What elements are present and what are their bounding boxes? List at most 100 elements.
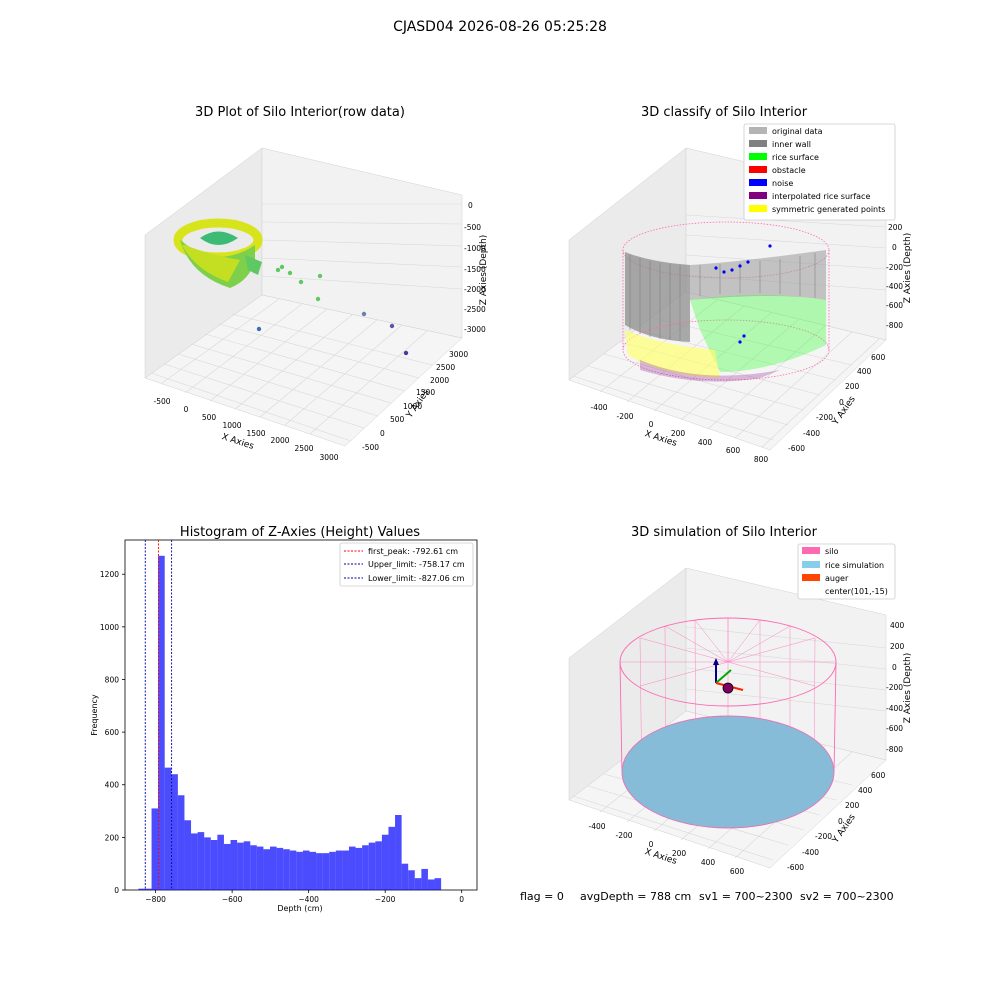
figure-suptitle: CJASD04 2026-08-26 05:25:28	[393, 19, 607, 35]
histogram-bar	[283, 849, 290, 890]
outlier-point	[287, 270, 293, 276]
histogram-bar	[250, 845, 257, 890]
x-tick-label: −600	[222, 895, 243, 904]
p1-ztick: -500	[464, 223, 481, 232]
outlier-point	[389, 323, 395, 329]
noise-point	[738, 264, 742, 268]
p1-xtick: 2000	[270, 436, 289, 445]
y-tick-label: 800	[105, 675, 120, 684]
outlier-point	[403, 350, 409, 356]
panel-histogram: Histogram of Z-Axies (Height) Values −80…	[90, 525, 478, 913]
p2-ytick: -600	[788, 444, 805, 453]
histogram-bar	[151, 808, 159, 890]
legend-swatch	[749, 153, 767, 160]
p4-xtick: 600	[730, 867, 745, 876]
status-sv2: sv2 = 700~2300	[800, 890, 894, 903]
p2-xtick: -400	[590, 403, 607, 412]
y-tick-label: 1000	[100, 623, 119, 632]
histogram-bar	[197, 832, 205, 890]
panel1-title: 3D Plot of Silo Interior(row data)	[195, 105, 405, 120]
p2-xtick: 800	[754, 455, 769, 464]
histogram-bar	[395, 815, 402, 890]
p2-ztick: 0	[892, 243, 897, 252]
outlier-point	[317, 273, 323, 279]
y-tick-label: 600	[105, 728, 120, 737]
p2-ytick: -400	[803, 429, 820, 438]
histogram-bar	[316, 853, 323, 890]
legend-label: silo	[825, 547, 839, 556]
legend-label: rice surface	[772, 153, 819, 162]
simulation-legend: silo rice simulation auger center(101,-1…	[797, 543, 896, 600]
histogram-bar	[237, 842, 244, 890]
histogram-bar	[217, 834, 224, 890]
p1-ztick: -2000	[464, 285, 486, 294]
noise-point	[738, 340, 742, 344]
legend-label: first_peak: -792.61 cm	[368, 547, 458, 556]
legend-label: auger	[825, 574, 849, 583]
histogram-bar	[177, 795, 185, 890]
histogram-bar	[158, 555, 165, 890]
p4-ytick: -400	[802, 848, 819, 857]
noise-point	[722, 270, 726, 274]
p1-xtick: 500	[202, 413, 217, 422]
histogram-bar	[289, 850, 297, 890]
x-tick-label: 0	[459, 895, 464, 904]
p1-ytick: 1500	[416, 388, 435, 397]
p4-ytick: 200	[845, 801, 860, 810]
histogram-bar	[171, 774, 178, 890]
p2-ytick: 600	[871, 353, 886, 362]
histogram-bar	[388, 826, 396, 890]
legend-swatch	[802, 561, 820, 568]
p1-ytick: 0	[380, 429, 385, 438]
noise-point	[746, 260, 750, 264]
hist-ylabel: Frequency	[90, 694, 99, 736]
noise-point	[768, 244, 772, 248]
p1-ytick: 3000	[449, 350, 468, 359]
legend-label: Upper_limit: -758.17 cm	[368, 560, 465, 569]
histogram-bar	[223, 843, 231, 890]
p2-ztick: -400	[886, 282, 903, 291]
noise-point	[742, 334, 746, 338]
status-line: flag = 0 avgDepth = 788 cm sv1 = 700~230…	[520, 890, 894, 903]
simulation-silo	[619, 617, 837, 829]
p1-ztick: -1000	[464, 244, 486, 253]
panel1-axes-box	[144, 147, 463, 447]
center-marker	[722, 682, 734, 694]
p1-ztick: -1500	[464, 265, 486, 274]
panel-simulation: 3D simulation of Silo Interior	[568, 525, 913, 876]
hist-xlabel: Depth (cm)	[277, 904, 322, 913]
p4-ytick: 0	[838, 817, 843, 826]
p4-ztick: -800	[886, 745, 903, 754]
histogram-bar	[191, 833, 198, 890]
outlier-point	[361, 311, 367, 317]
histogram-x-ticks: −800 −600 −400 −200 0	[145, 890, 464, 904]
histogram-bar	[322, 853, 330, 890]
histogram-bar	[263, 849, 271, 890]
p4-xtick: 200	[672, 849, 687, 858]
p2-ztick: -200	[886, 263, 903, 272]
legend-label: inner wall	[772, 140, 811, 149]
p1-ytick: -500	[362, 443, 379, 452]
histogram-bar	[329, 851, 336, 890]
p1-xtick: 3000	[319, 453, 338, 462]
x-tick-label: −800	[145, 895, 166, 904]
p4-xtick: 400	[701, 858, 716, 867]
p1-ytick: 1000	[403, 402, 422, 411]
noise-point	[730, 268, 734, 272]
legend-label: noise	[772, 179, 793, 188]
legend-label: interpolated rice surface	[772, 192, 870, 201]
histogram-bar	[342, 850, 349, 890]
histogram-bar	[164, 767, 172, 890]
panel2-title: 3D classify of Silo Interior	[641, 105, 808, 120]
histogram-bar	[144, 888, 152, 890]
histogram-bar	[348, 846, 356, 890]
outlier-point	[275, 267, 281, 273]
x-tick-label: −400	[298, 895, 319, 904]
histogram-bar	[184, 820, 192, 890]
p4-xtick: -400	[588, 822, 605, 831]
p4-ztick: -200	[886, 683, 903, 692]
simulation-center-axes	[713, 658, 744, 694]
histogram-bar	[427, 879, 435, 890]
histogram-bar	[381, 834, 389, 890]
